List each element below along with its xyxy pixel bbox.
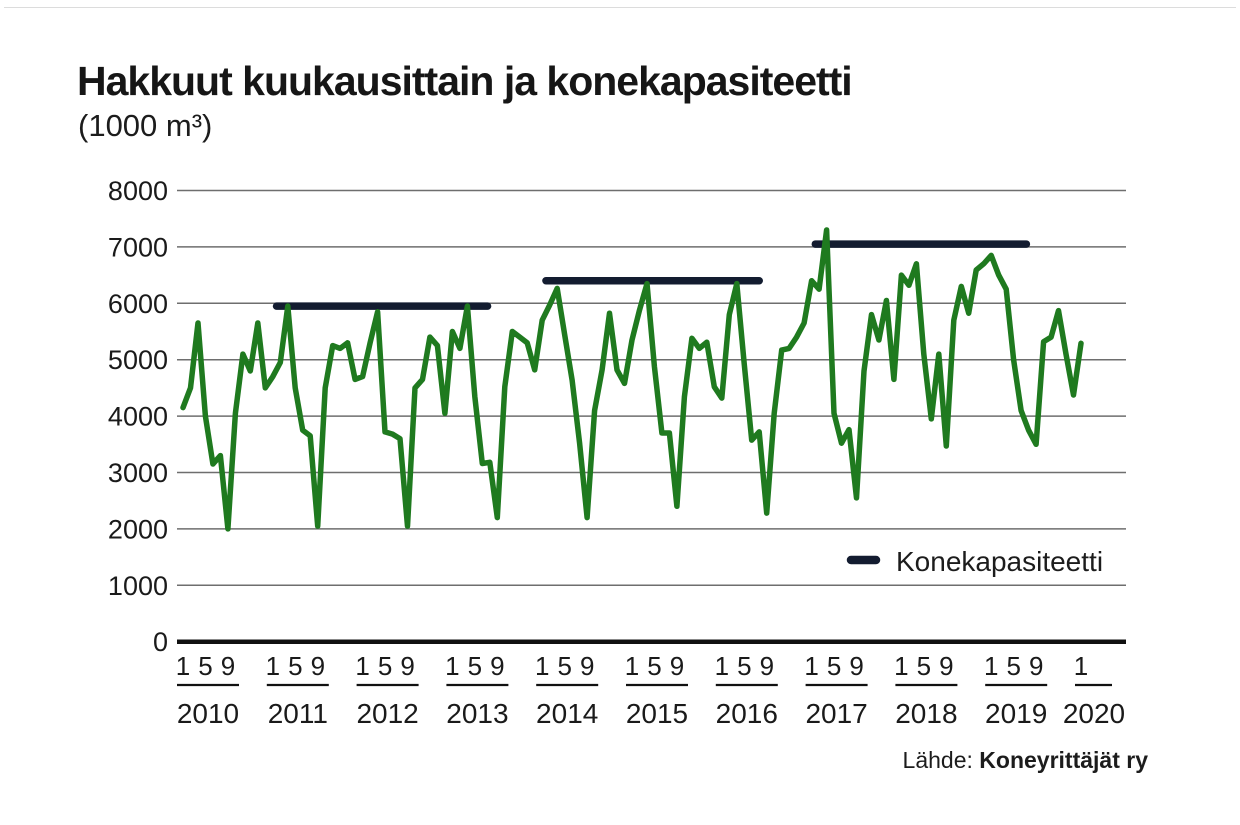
x-year-label: 2015 [626, 698, 688, 729]
x-month-label: 1 [445, 651, 459, 681]
capacity-bars-group [272, 240, 1031, 310]
x-month-label: 1 [266, 651, 280, 681]
source-label: Lähde: [902, 747, 973, 773]
x-month-label: 5 [1006, 651, 1020, 681]
x-month-label: 1 [894, 651, 908, 681]
x-month-label: 9 [760, 651, 774, 681]
page-title: Hakkuut kuukausittain ja konekapasiteett… [77, 58, 853, 104]
y-tick-label: 8000 [108, 176, 168, 206]
x-month-label: 9 [849, 651, 863, 681]
x-year-label: 2020 [1063, 698, 1125, 729]
source-value: Koneyrittäjät ry [979, 747, 1148, 773]
x-month-label: 9 [670, 651, 684, 681]
x-year-label: 2014 [536, 698, 598, 729]
x-month-label: 5 [737, 651, 751, 681]
x-month-label: 9 [490, 651, 504, 681]
x-month-label: 9 [311, 651, 325, 681]
y-tick-label: 7000 [108, 232, 168, 262]
x-month-label: 1 [176, 651, 190, 681]
y-grid-group: 0 1000 2000 3000 4000 5000 6000 7000 8000 [108, 176, 1126, 657]
x-month-label: 1 [625, 651, 639, 681]
x-month-label: 1 [355, 651, 369, 681]
x-year-label: 2011 [268, 698, 328, 729]
x-month-label: 9 [580, 651, 594, 681]
legend-capacity-label: Konekapasiteetti [896, 546, 1103, 577]
x-month-label: 5 [647, 651, 661, 681]
x-month-label: 1 [535, 651, 549, 681]
x-year-label: 2016 [716, 698, 778, 729]
x-year-label: 2012 [356, 698, 418, 729]
x-month-label: 9 [1029, 651, 1043, 681]
fellings-line [180, 227, 1084, 532]
x-month-label: 5 [198, 651, 212, 681]
x-month-label: 5 [557, 651, 571, 681]
y-tick-label: 3000 [108, 458, 168, 488]
y-tick-label: 4000 [108, 402, 168, 432]
x-month-label: 9 [400, 651, 414, 681]
x-year-label: 2018 [895, 698, 957, 729]
x-year-label: 2013 [446, 698, 508, 729]
x-month-label: 1 [715, 651, 729, 681]
page-top-rule [4, 7, 1236, 8]
source-note: Lähde: Koneyrittäjät ry [903, 747, 1148, 774]
x-year-label: 2017 [805, 698, 867, 729]
y-tick-label: 5000 [108, 345, 168, 375]
x-month-label: 5 [288, 651, 302, 681]
x-month-label: 1 [1074, 651, 1088, 681]
x-month-label: 5 [468, 651, 482, 681]
x-month-label: 9 [939, 651, 953, 681]
y-tick-label: 0 [153, 627, 168, 657]
x-month-label: 1 [984, 651, 998, 681]
y-tick-label: 1000 [108, 571, 168, 601]
x-month-label: 5 [917, 651, 931, 681]
x-year-label: 2019 [985, 698, 1047, 729]
x-month-label: 9 [221, 651, 235, 681]
x-year-label: 2010 [177, 698, 239, 729]
x-month-label: 5 [827, 651, 841, 681]
page-subtitle: (1000 m³) [78, 108, 213, 143]
y-tick-label: 6000 [108, 289, 168, 319]
y-tick-label: 2000 [108, 514, 168, 544]
x-month-label: 5 [378, 651, 392, 681]
x-month-label: 1 [804, 651, 818, 681]
chart-legend: Konekapasiteetti [846, 546, 1103, 577]
fellings-line-group [180, 227, 1084, 532]
